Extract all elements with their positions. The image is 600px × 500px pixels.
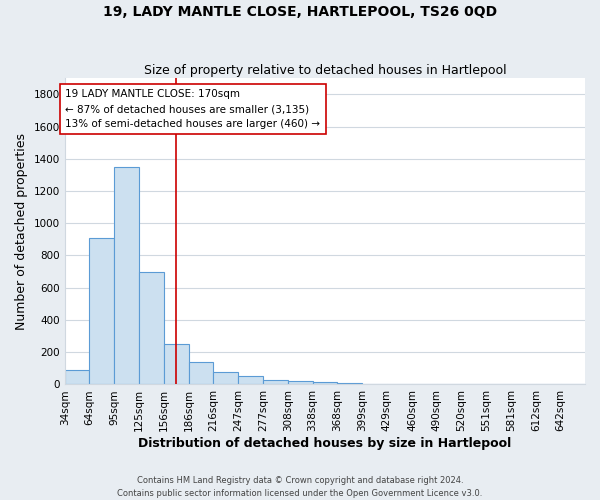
Bar xyxy=(263,380,288,384)
Bar xyxy=(188,362,213,384)
Text: 19 LADY MANTLE CLOSE: 170sqm
← 87% of detached houses are smaller (3,135)
13% of: 19 LADY MANTLE CLOSE: 170sqm ← 87% of de… xyxy=(65,90,320,129)
Bar xyxy=(288,381,313,384)
Bar xyxy=(164,344,188,385)
Text: 19, LADY MANTLE CLOSE, HARTLEPOOL, TS26 0QD: 19, LADY MANTLE CLOSE, HARTLEPOOL, TS26 … xyxy=(103,5,497,19)
Y-axis label: Number of detached properties: Number of detached properties xyxy=(15,133,28,330)
Bar xyxy=(139,272,164,384)
X-axis label: Distribution of detached houses by size in Hartlepool: Distribution of detached houses by size … xyxy=(138,437,511,450)
Bar xyxy=(115,167,139,384)
Text: Contains HM Land Registry data © Crown copyright and database right 2024.
Contai: Contains HM Land Registry data © Crown c… xyxy=(118,476,482,498)
Bar xyxy=(213,372,238,384)
Bar xyxy=(313,382,337,384)
Bar xyxy=(238,376,263,384)
Title: Size of property relative to detached houses in Hartlepool: Size of property relative to detached ho… xyxy=(143,64,506,77)
Bar xyxy=(89,238,115,384)
Bar xyxy=(65,370,89,384)
Bar xyxy=(337,383,362,384)
